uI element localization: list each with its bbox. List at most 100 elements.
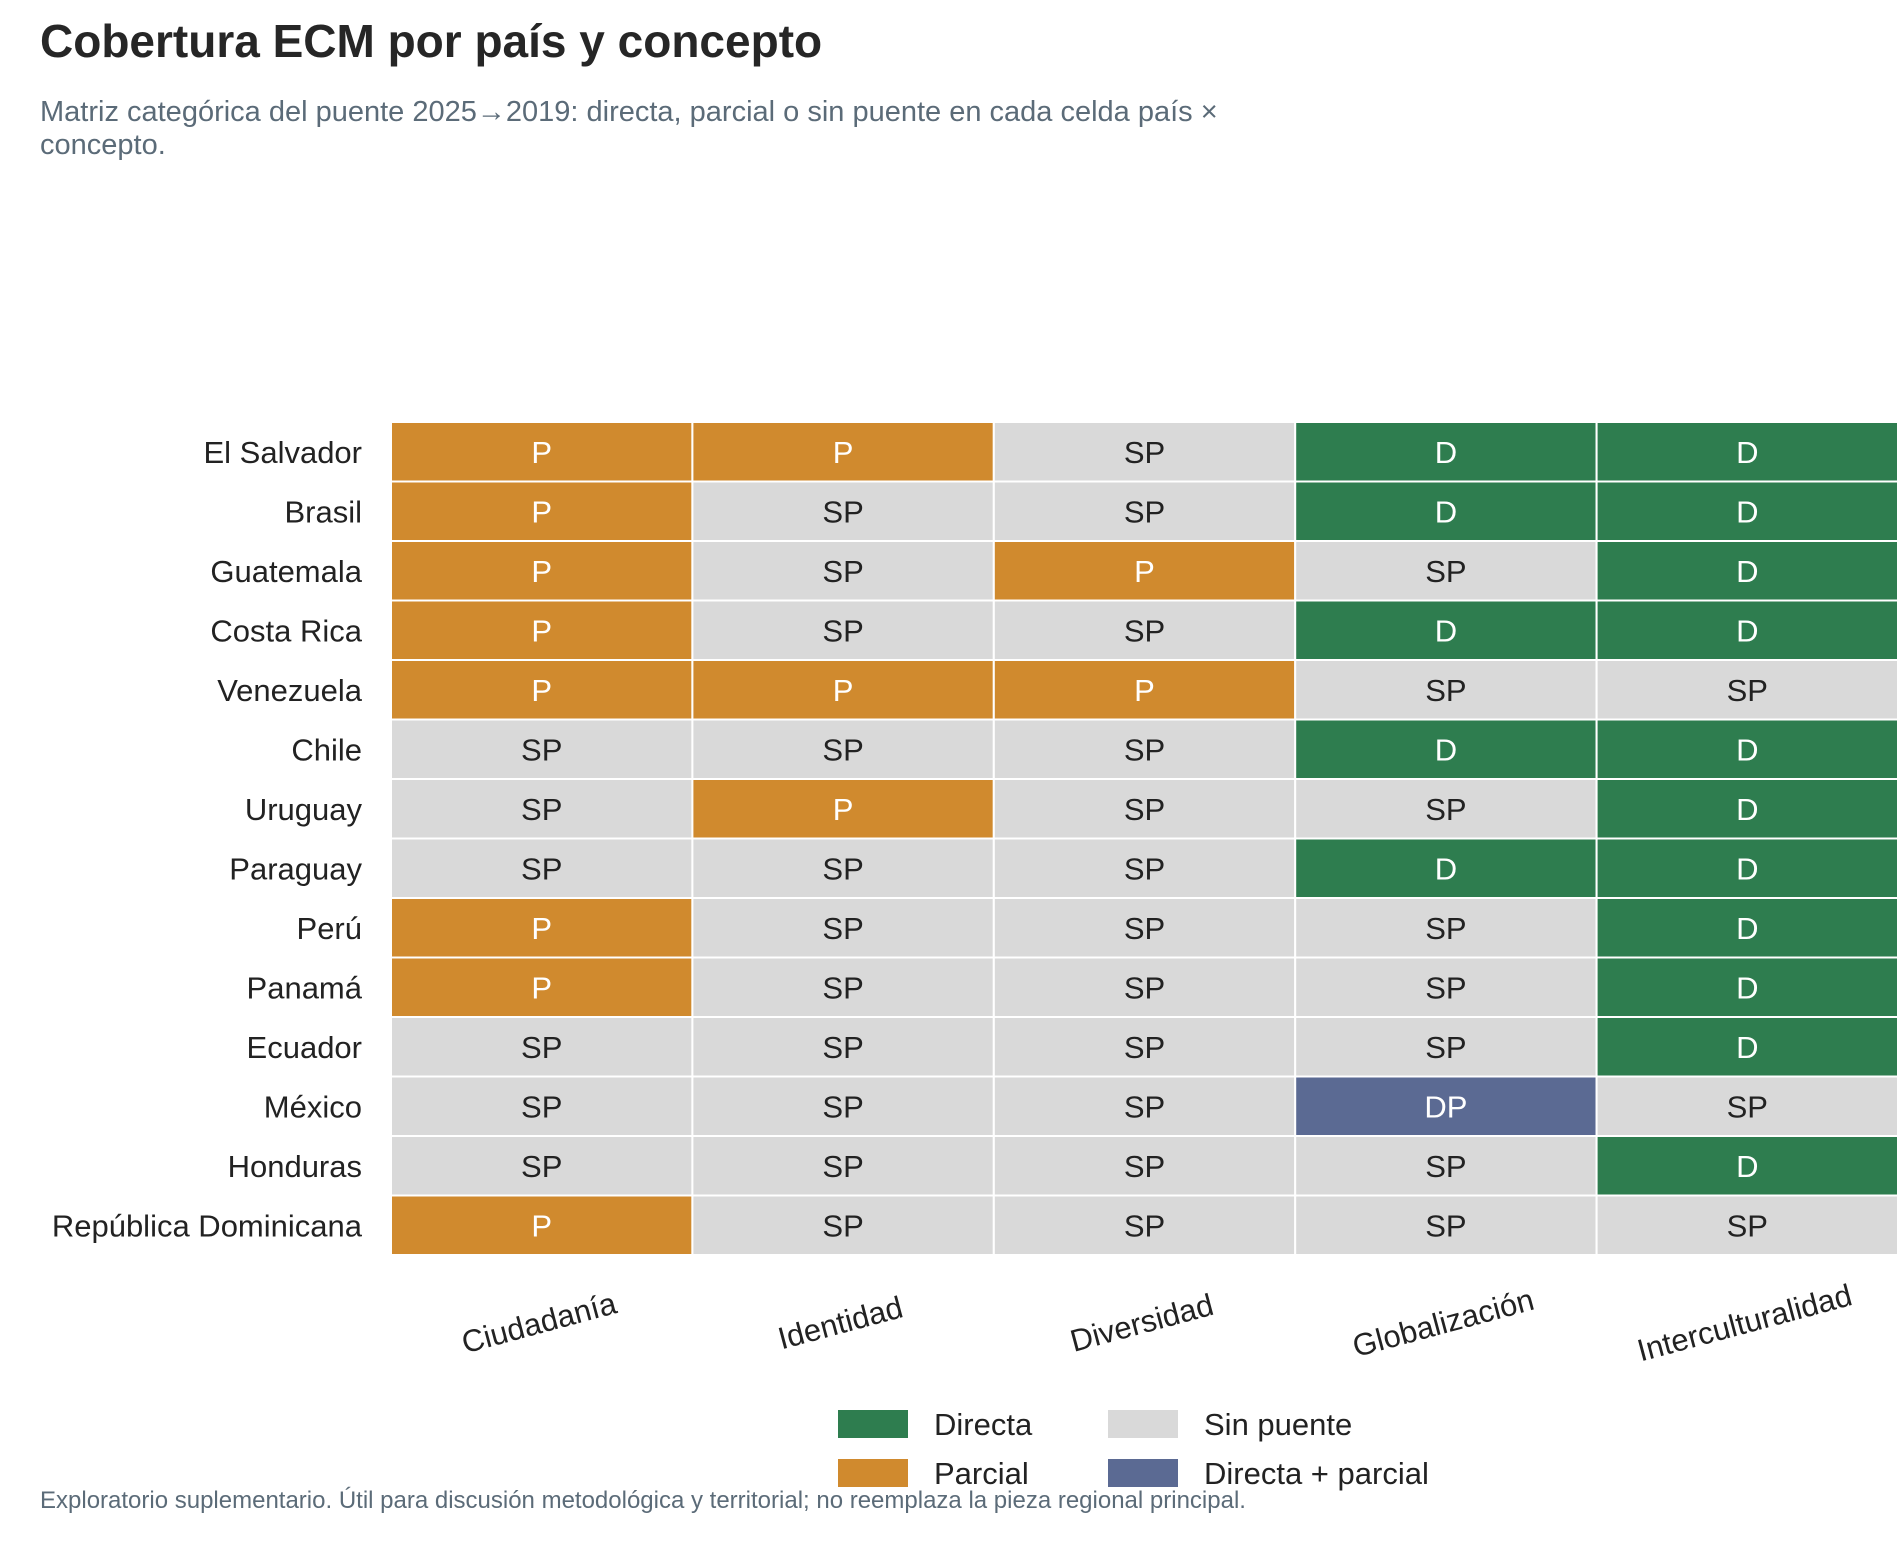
chart-title: Cobertura ECM por país y concepto bbox=[40, 15, 823, 67]
cell-label: SP bbox=[521, 1149, 562, 1184]
cell-label: P bbox=[531, 1208, 552, 1243]
heatmap-cell bbox=[691, 778, 995, 840]
column-label: Diversidad bbox=[1067, 1287, 1218, 1359]
cell-label: D bbox=[1736, 970, 1758, 1005]
heatmap-cell bbox=[1595, 956, 1899, 1018]
heatmap-cell bbox=[1595, 897, 1899, 959]
cell-label: SP bbox=[1425, 1030, 1466, 1065]
cell-label: SP bbox=[1124, 970, 1165, 1005]
heatmap-cell bbox=[390, 1135, 694, 1197]
heatmap-cell bbox=[1595, 1194, 1899, 1256]
row-label: Uruguay bbox=[245, 792, 363, 827]
cell-label: SP bbox=[521, 1030, 562, 1065]
row-label: Costa Rica bbox=[210, 613, 362, 648]
heatmap-cell bbox=[1294, 599, 1598, 661]
legend-label: Sin puente bbox=[1204, 1407, 1352, 1442]
cell-label: SP bbox=[822, 494, 863, 529]
heatmap-cell bbox=[1294, 659, 1598, 721]
chart-footnote: Exploratorio suplementario. Útil para di… bbox=[40, 1487, 1246, 1514]
cell-label: P bbox=[833, 435, 854, 470]
cell-label: SP bbox=[1425, 554, 1466, 589]
cell-label: SP bbox=[521, 792, 562, 827]
cell-label: SP bbox=[822, 732, 863, 767]
cell-label: P bbox=[531, 435, 552, 470]
cell-label: SP bbox=[1727, 1089, 1768, 1124]
column-label: Interculturalidad bbox=[1634, 1277, 1856, 1368]
cell-label: P bbox=[531, 494, 552, 529]
cell-label: D bbox=[1736, 732, 1758, 767]
legend-label: Directa + parcial bbox=[1204, 1456, 1429, 1491]
heatmap-cell bbox=[1595, 1135, 1899, 1197]
cell-label: SP bbox=[822, 1208, 863, 1243]
legend-label: Directa bbox=[934, 1407, 1033, 1442]
cell-label: D bbox=[1736, 613, 1758, 648]
heatmap-cell bbox=[1595, 1016, 1899, 1078]
cell-label: D bbox=[1435, 851, 1457, 886]
column-label: Identidad bbox=[774, 1289, 906, 1356]
heatmap-cell bbox=[691, 659, 995, 721]
heatmap-cell bbox=[992, 718, 1297, 780]
cell-label: SP bbox=[1425, 911, 1466, 946]
cell-label: D bbox=[1736, 851, 1758, 886]
heatmap-cell bbox=[992, 1016, 1297, 1078]
heatmap-cell bbox=[390, 599, 694, 661]
heatmap-cell bbox=[992, 480, 1297, 542]
cell-label: D bbox=[1435, 435, 1457, 470]
cell-label: SP bbox=[822, 613, 863, 648]
heatmap-cell bbox=[992, 540, 1297, 602]
heatmap-cell bbox=[1595, 1075, 1899, 1137]
cell-label: D bbox=[1736, 494, 1758, 529]
cell-label: SP bbox=[1124, 1208, 1165, 1243]
cell-label: SP bbox=[521, 1089, 562, 1124]
heatmap-cell bbox=[390, 718, 694, 780]
cell-label: P bbox=[531, 673, 552, 708]
row-label: Panamá bbox=[247, 970, 363, 1005]
cell-label: D bbox=[1736, 554, 1758, 589]
heatmap-cell bbox=[992, 1194, 1297, 1256]
cell-label: SP bbox=[822, 1089, 863, 1124]
legend-swatch bbox=[838, 1410, 908, 1438]
cell-label: SP bbox=[1124, 911, 1165, 946]
cell-label: SP bbox=[822, 970, 863, 1005]
column-label: Ciudadanía bbox=[458, 1285, 621, 1360]
cell-label: P bbox=[833, 792, 854, 827]
heatmap-cell bbox=[390, 1016, 694, 1078]
row-label: Ecuador bbox=[247, 1030, 362, 1065]
heatmap-cell bbox=[992, 1135, 1297, 1197]
heatmap-cell bbox=[691, 599, 995, 661]
cell-label: SP bbox=[1124, 435, 1165, 470]
legend-swatch bbox=[1108, 1459, 1178, 1487]
chart-subtitle: Matriz categórica del puente 2025→2019: … bbox=[40, 96, 1218, 161]
row-label: Paraguay bbox=[229, 851, 362, 886]
heatmap-cell bbox=[691, 956, 995, 1018]
row-label: Guatemala bbox=[210, 554, 362, 589]
heatmap-cell bbox=[1595, 659, 1899, 721]
heatmap-cell bbox=[691, 718, 995, 780]
heatmap-cell bbox=[1595, 540, 1899, 602]
cell-label: SP bbox=[1727, 1208, 1768, 1243]
cell-label: SP bbox=[822, 1030, 863, 1065]
cell-label: P bbox=[1134, 554, 1155, 589]
legend-label: Parcial bbox=[934, 1456, 1029, 1491]
heatmap-cell bbox=[992, 778, 1297, 840]
heatmap-cell bbox=[1294, 1194, 1598, 1256]
heatmap-cell bbox=[390, 956, 694, 1018]
cell-label: D bbox=[1736, 435, 1758, 470]
row-label: Chile bbox=[291, 732, 362, 767]
cell-label: D bbox=[1736, 1149, 1758, 1184]
heatmap-cell bbox=[1294, 1135, 1598, 1197]
cell-label: SP bbox=[1425, 673, 1466, 708]
heatmap-cell bbox=[390, 1194, 694, 1256]
cell-label: SP bbox=[1124, 1030, 1165, 1065]
heatmap-cell bbox=[1595, 778, 1899, 840]
cell-label: SP bbox=[1124, 494, 1165, 529]
row-label: El Salvador bbox=[203, 435, 362, 470]
cell-label: P bbox=[531, 911, 552, 946]
heatmap-cell bbox=[691, 480, 995, 542]
cell-label: P bbox=[531, 970, 552, 1005]
heatmap-cell bbox=[1595, 599, 1899, 661]
cell-label: SP bbox=[1425, 1208, 1466, 1243]
cell-label: SP bbox=[1425, 1149, 1466, 1184]
heatmap-cell bbox=[390, 837, 694, 899]
column-label: Globalización bbox=[1349, 1282, 1538, 1364]
